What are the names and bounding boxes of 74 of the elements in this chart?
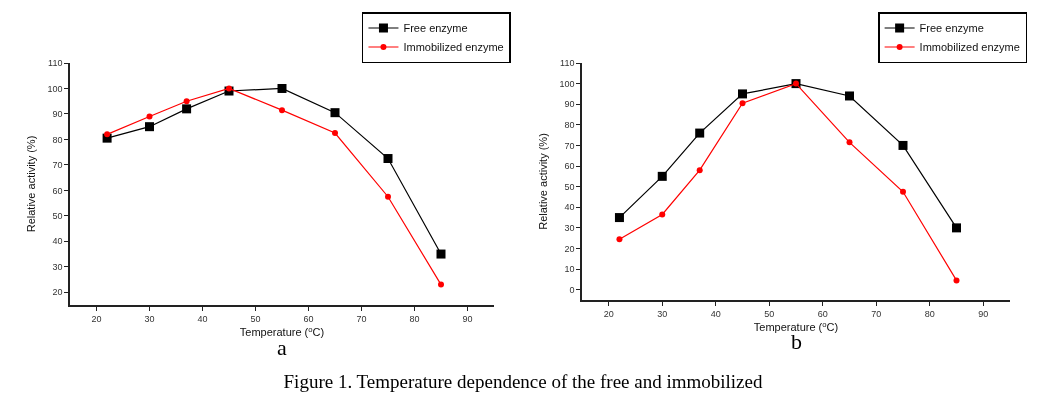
x-tick-label: 80 — [924, 308, 935, 319]
y-tick-label: 100 — [559, 78, 575, 89]
y-axis-title: Relative activity (%) — [536, 133, 549, 230]
point — [145, 122, 154, 132]
y-tick-label: 40 — [52, 236, 63, 247]
point — [738, 89, 747, 99]
point — [104, 131, 111, 138]
point — [846, 139, 853, 146]
point — [182, 104, 192, 114]
point — [953, 277, 960, 284]
point — [385, 193, 391, 200]
point — [436, 249, 446, 259]
point — [696, 167, 703, 174]
x-tick-label: 40 — [197, 313, 208, 324]
x-tick-label: 60 — [817, 308, 828, 319]
point — [695, 128, 705, 138]
point — [226, 85, 232, 92]
y-tick-label: 60 — [52, 185, 63, 196]
x-tick-label: 20 — [91, 313, 102, 324]
x-tick-label: 70 — [871, 308, 882, 319]
caption: Figure 1. Temperature dependence of the free and immobilized — [282, 371, 764, 393]
x-tick-label: 30 — [144, 313, 155, 324]
y-tick-label: 10 — [564, 264, 575, 275]
y-tick-label: 20 — [52, 287, 63, 298]
point — [952, 223, 961, 233]
x-axis-title: Temperature ($^{o}$C) — [753, 319, 839, 334]
y-tick-label: 30 — [52, 261, 63, 272]
legend-label: Free enzyme — [403, 22, 468, 35]
y-tick-label: 60 — [564, 161, 575, 172]
y-tick-label: 80 — [52, 134, 63, 145]
y-tick-label: 70 — [52, 160, 63, 171]
point — [183, 98, 190, 105]
x-tick-label: 70 — [356, 313, 367, 324]
y-tick-label: 90 — [52, 109, 63, 120]
x-tick-label: 50 — [250, 313, 261, 324]
point — [438, 281, 444, 288]
point — [279, 107, 285, 114]
x-tick-label: 20 — [603, 308, 614, 319]
y-tick-label: 110 — [560, 58, 575, 69]
y-tick-label: 30 — [564, 223, 575, 234]
x-tick-label: 90 — [978, 308, 989, 319]
point — [330, 108, 340, 118]
y-tick-label: 80 — [564, 119, 575, 130]
y-tick-label: 40 — [564, 202, 575, 213]
point — [739, 100, 746, 107]
y-tick-label: 20 — [564, 243, 575, 254]
x-tick-label: 90 — [462, 313, 473, 324]
x-tick-label: 40 — [710, 308, 721, 319]
x-tick-label: 60 — [303, 313, 314, 324]
point — [383, 154, 393, 164]
legend-label: Immobilized enzyme — [919, 41, 1020, 54]
legend-label: Immobilized enzyme — [403, 41, 504, 54]
y-tick-label: 70 — [564, 140, 575, 151]
x-tick-label: 50 — [764, 308, 775, 319]
y-tick-label: 100 — [47, 83, 63, 94]
y-tick-label: 50 — [564, 181, 575, 192]
point — [659, 211, 666, 218]
point — [898, 140, 908, 150]
y-tick-label: 90 — [564, 99, 575, 110]
point — [845, 91, 854, 101]
y-tick-label: 110 — [48, 58, 63, 69]
y-axis-title: Relative activity (%) — [24, 135, 37, 233]
y-tick-label: 0 — [569, 284, 575, 295]
point — [616, 236, 623, 243]
point — [900, 188, 906, 195]
point — [146, 113, 153, 120]
x-tick-label: 80 — [409, 313, 420, 324]
y-tick-label: 50 — [52, 210, 63, 221]
legend-label: Free enzyme — [919, 22, 984, 35]
point — [332, 130, 338, 137]
point — [657, 171, 667, 181]
x-tick-label: 30 — [657, 308, 668, 319]
point — [614, 213, 624, 223]
point — [277, 83, 287, 93]
